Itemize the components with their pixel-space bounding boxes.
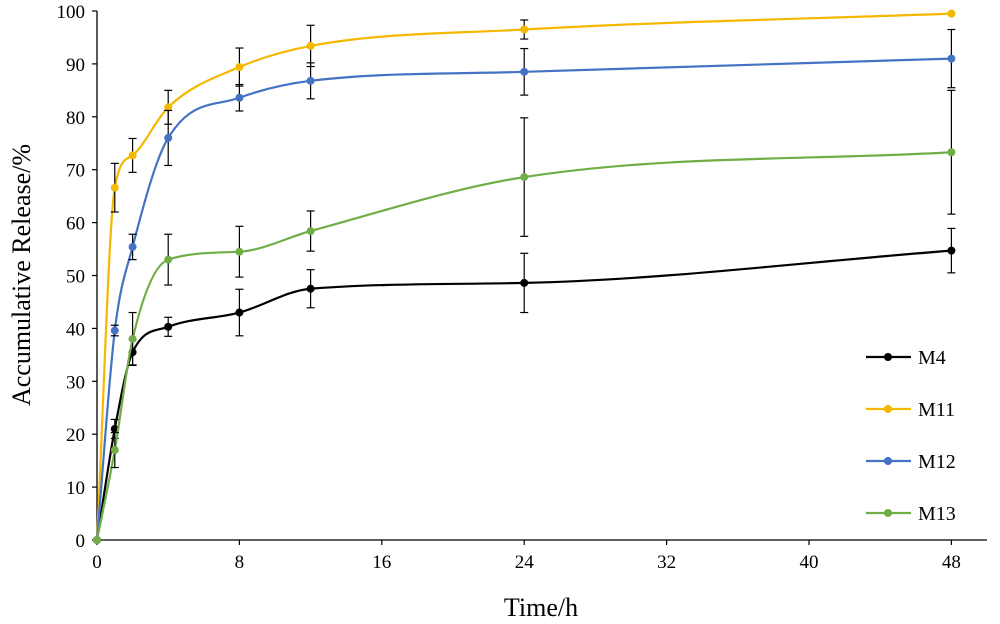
legend-label: M13 [918,503,956,525]
data-point-m13 [520,173,529,182]
data-point-m13 [93,536,101,544]
data-point-m13 [164,255,173,264]
legend-swatch-marker [884,457,892,465]
data-point-m4 [235,308,244,317]
data-point-m11 [110,183,119,192]
y-tick-label: 20 [66,425,85,446]
x-tick-label: 0 [92,552,102,573]
data-point-m12 [128,242,137,251]
data-point-m11 [164,103,173,112]
y-tick-label: 10 [66,478,85,499]
x-tick-label: 16 [372,552,391,573]
data-point-m13 [110,446,119,455]
y-tick-label: 40 [66,319,85,340]
y-tick-label: 0 [76,531,86,552]
data-point-m12 [235,93,244,102]
legend-swatch-marker [884,405,892,413]
data-point-m12 [110,326,119,335]
y-tick-label: 30 [66,372,85,393]
data-point-m11 [306,41,315,50]
data-point-m13 [235,247,244,256]
series-m13 [93,89,956,544]
legend-item-m12: M12 [866,451,956,473]
legend-label: M11 [918,399,955,421]
y-tick-label: 100 [57,2,86,23]
legend-swatch-marker [884,353,892,361]
data-point-m11 [128,151,137,160]
data-point-m13 [128,334,137,343]
data-point-m4 [306,284,315,293]
x-tick-label: 24 [515,552,535,573]
series-m4 [93,227,956,544]
data-point-m12 [164,133,173,142]
x-tick-label: 48 [942,552,961,573]
legend-swatch-marker [884,509,892,517]
axes: 0 10 20 30 40 50 60 70 80 90 100 0 8 16 24 32 40 48 [57,2,987,573]
data-point-m12 [520,67,529,76]
x-axis-title: Time/h [504,593,578,622]
data-point-m11 [520,25,529,34]
data-point-m12 [306,76,315,85]
data-point-m13 [947,148,956,157]
legend: M4 M11 M12 M13 [866,347,956,525]
data-point-m11 [947,9,956,18]
data-point-m4 [947,246,956,255]
x-tick-label: 32 [657,552,676,573]
data-point-m13 [306,227,315,236]
legend-item-m4: M4 [866,347,946,369]
series-m11 [93,9,956,544]
data-point-m4 [520,278,529,287]
x-tick-label: 8 [235,552,245,573]
legend-label: M12 [918,451,956,473]
data-point-m12 [947,54,956,63]
y-tick-label: 90 [66,55,85,76]
data-point-m4 [164,322,173,331]
y-tick-label: 70 [66,161,85,182]
legend-item-m11: M11 [866,399,955,421]
series-line-m13 [95,151,952,541]
series-layer [93,9,956,544]
y-tick-label: 80 [66,108,85,129]
series-m12 [93,28,956,544]
legend-label: M4 [918,347,946,369]
y-tick-label: 60 [66,214,85,235]
data-point-m11 [235,63,244,72]
legend-item-m13: M13 [866,503,956,525]
y-tick-label: 50 [66,267,85,288]
series-line-m4 [95,249,952,541]
x-tick-label: 40 [800,552,819,573]
y-axis-title: Accumulative Release/% [7,144,36,406]
